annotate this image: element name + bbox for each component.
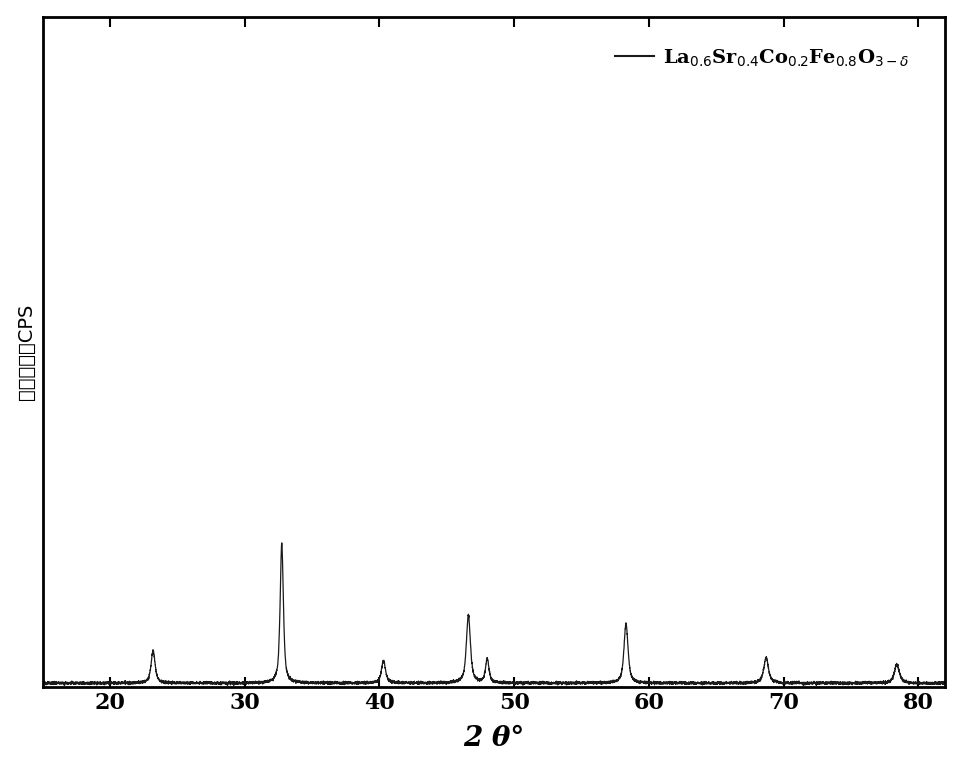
Legend: La$_{0.6}$Sr$_{0.4}$Co$_{0.2}$Fe$_{0.8}$O$_{3-\delta}$: La$_{0.6}$Sr$_{0.4}$Co$_{0.2}$Fe$_{0.8}$… bbox=[606, 40, 917, 77]
Y-axis label: 相对强度，CPS: 相对强度，CPS bbox=[16, 304, 36, 400]
X-axis label: 2 θ°: 2 θ° bbox=[463, 725, 524, 752]
